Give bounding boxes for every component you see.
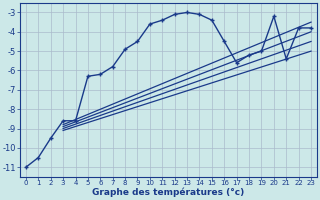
X-axis label: Graphe des températures (°c): Graphe des températures (°c) xyxy=(92,188,244,197)
